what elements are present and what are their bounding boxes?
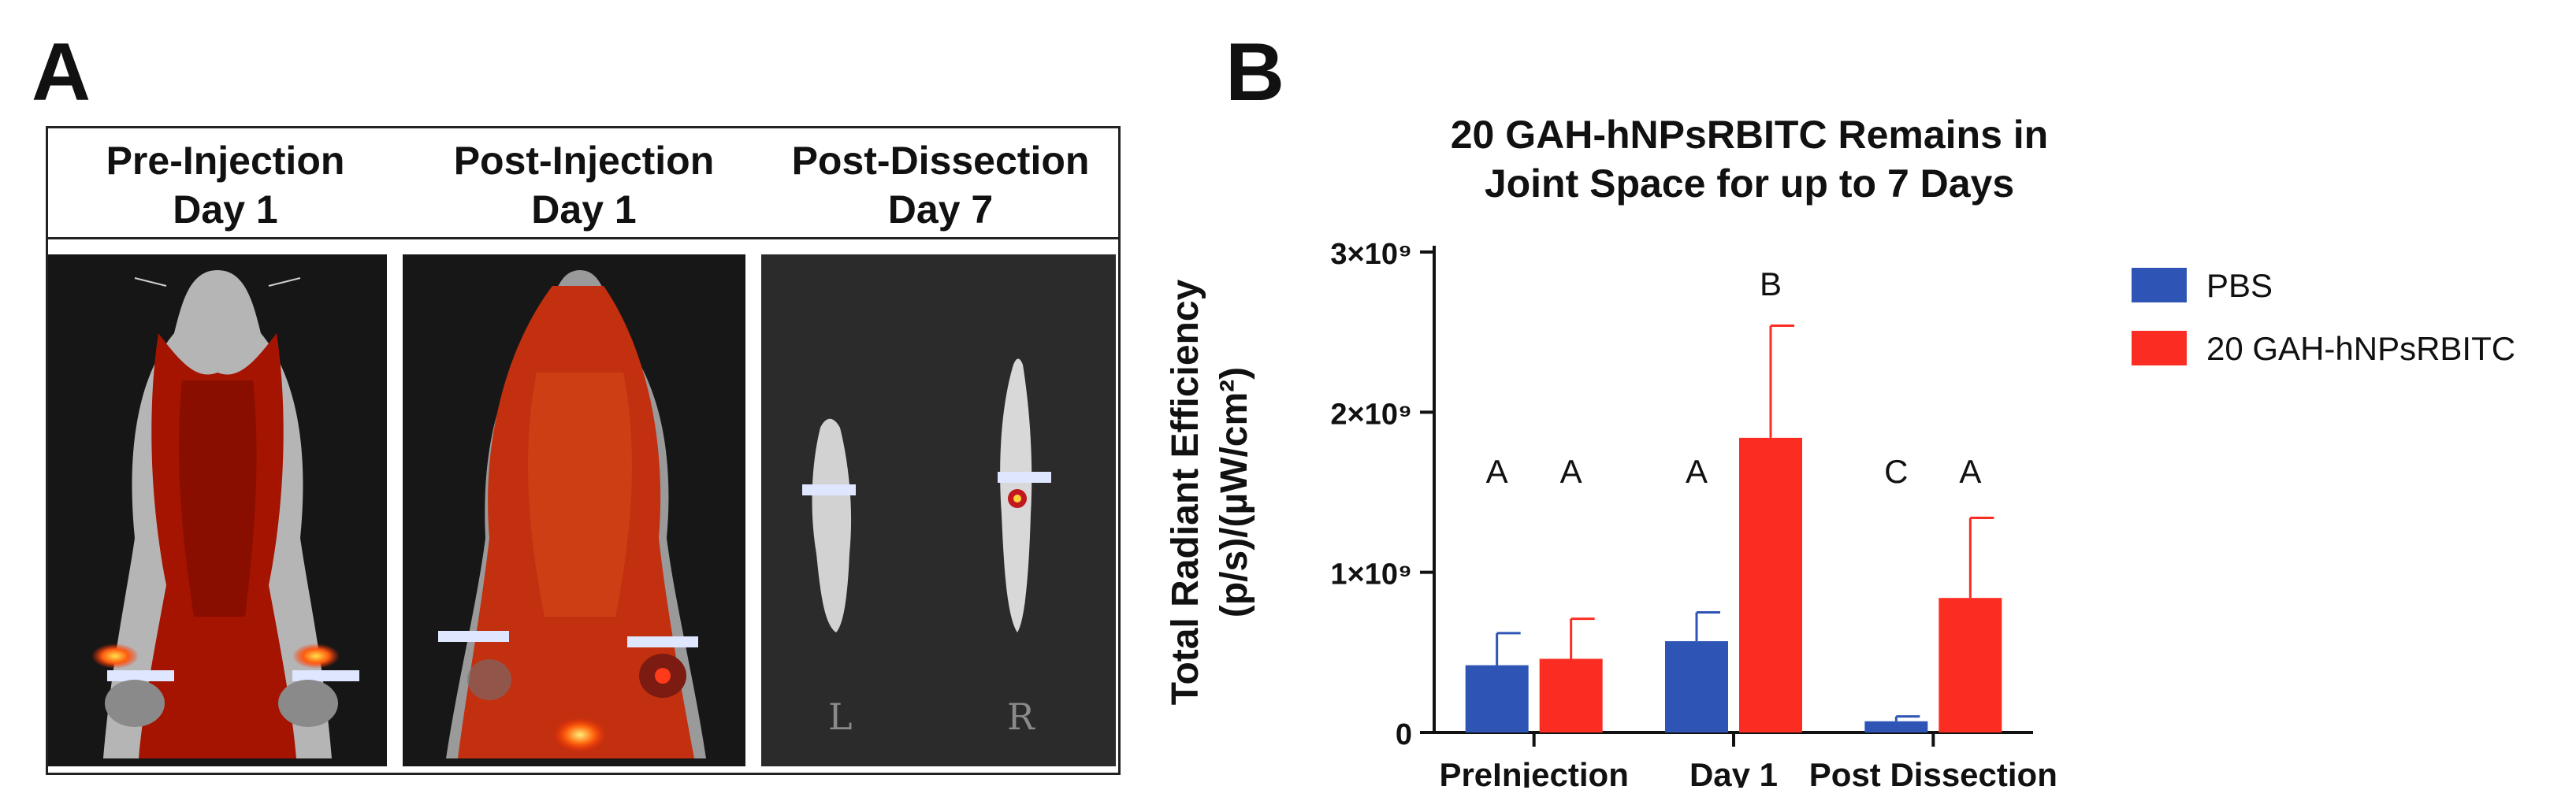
right-limb-label: R — [1007, 695, 1035, 738]
significance-letter: A — [1486, 453, 1508, 490]
significance-letter: A — [1959, 453, 1981, 490]
y-tick-label: 1×10⁹ — [1330, 558, 1412, 591]
significance-letter: A — [1686, 453, 1708, 490]
header-divider — [48, 237, 1118, 239]
chart-title: Joint Space for up to 7 Days — [1485, 161, 2014, 206]
y-axis-label: (p/s)/(µW/cm²) — [1214, 367, 1255, 617]
fluorescence-image-post-injection — [403, 254, 745, 766]
x-tick-label: Day 1 — [1689, 756, 1778, 788]
left-limb-label: L — [828, 695, 853, 738]
legend-label: 20 GAH-hNPsRBITC — [2206, 330, 2515, 367]
panel-b-letter: B — [1225, 27, 1285, 118]
significance-letter: A — [1560, 453, 1582, 490]
x-tick-label: Post Dissection — [1809, 756, 2057, 788]
bar — [1939, 598, 2002, 732]
column-header-post-dissection: Post-Dissection Day 7 — [791, 139, 1090, 232]
imaging-panel: Pre-Injection Day 1 Post-Injection Day 1… — [46, 126, 1121, 775]
column-header-post-injection: Post-Injection Day 1 — [453, 139, 715, 232]
significance-letter: C — [1884, 453, 1908, 490]
x-tick-label: PreInjection — [1439, 756, 1628, 788]
chart-title: 20 GAH-hNPsRBITC Remains in — [1451, 113, 2048, 157]
bar — [1465, 665, 1529, 732]
bar — [1665, 641, 1728, 732]
bar — [1539, 658, 1603, 732]
legend-label: PBS — [2206, 267, 2273, 304]
legend-swatch — [2132, 331, 2187, 365]
significance-letter: B — [1760, 265, 1782, 302]
fluorescence-image-post-dissection: L R — [761, 254, 1116, 766]
fluorescence-image-pre-injection — [48, 254, 387, 766]
column-header-pre-injection: Pre-Injection Day 1 — [106, 139, 345, 232]
y-tick-label: 3×10⁹ — [1330, 238, 1412, 271]
y-tick-label: 2×10⁹ — [1330, 398, 1412, 431]
bar — [1864, 721, 1928, 732]
y-axis-label: Total Radiant Efficiency — [1165, 279, 1206, 705]
legend-swatch — [2132, 268, 2187, 302]
y-tick-label: 0 — [1396, 718, 1412, 751]
panel-a-letter: A — [32, 27, 91, 118]
bar — [1739, 437, 1802, 732]
